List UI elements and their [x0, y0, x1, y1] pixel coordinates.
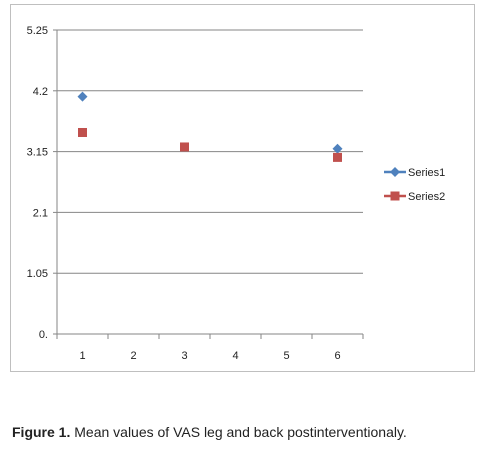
x-tick-label: 1: [79, 350, 85, 362]
x-tick-labels: 1 2 3 4 5 6: [79, 350, 340, 362]
y-tick-label: 4.2: [33, 86, 48, 98]
series1-point: [77, 91, 88, 102]
x-tick-label: 3: [181, 350, 187, 362]
y-tick-label: 5.25: [27, 25, 48, 37]
legend: Series1 Series2: [384, 167, 445, 203]
series2-point: [78, 127, 87, 137]
y-tick-label: 0.: [39, 329, 48, 341]
caption-label: Figure 1.: [12, 424, 71, 440]
y-tick-label: 2.1: [33, 207, 48, 219]
legend-label: Series2: [408, 191, 445, 203]
axes: [53, 29, 364, 339]
y-tick-label: 1.05: [27, 268, 48, 280]
x-tick-label: 6: [334, 350, 340, 362]
series2-point: [180, 142, 189, 152]
x-tick-label: 5: [283, 350, 289, 362]
data-points: [77, 91, 343, 162]
figure-caption: Figure 1. Mean values of VAS leg and bac…: [12, 424, 407, 440]
chart-frame: [10, 4, 475, 372]
x-tick-label: 4: [232, 350, 238, 362]
x-tick-label: 2: [130, 350, 136, 362]
series2-point: [333, 152, 342, 162]
legend-marker: [390, 167, 400, 177]
caption-text: Mean values of VAS leg and back postinte…: [70, 424, 407, 440]
y-tick-label: 3.15: [27, 147, 48, 159]
legend-label: Series1: [408, 167, 445, 179]
series1-point: [332, 143, 343, 154]
gridlines: [57, 29, 363, 274]
y-tick-labels: 0. 1.05 2.1 3.15 4.2 5.25: [27, 25, 48, 341]
legend-marker: [390, 191, 400, 201]
